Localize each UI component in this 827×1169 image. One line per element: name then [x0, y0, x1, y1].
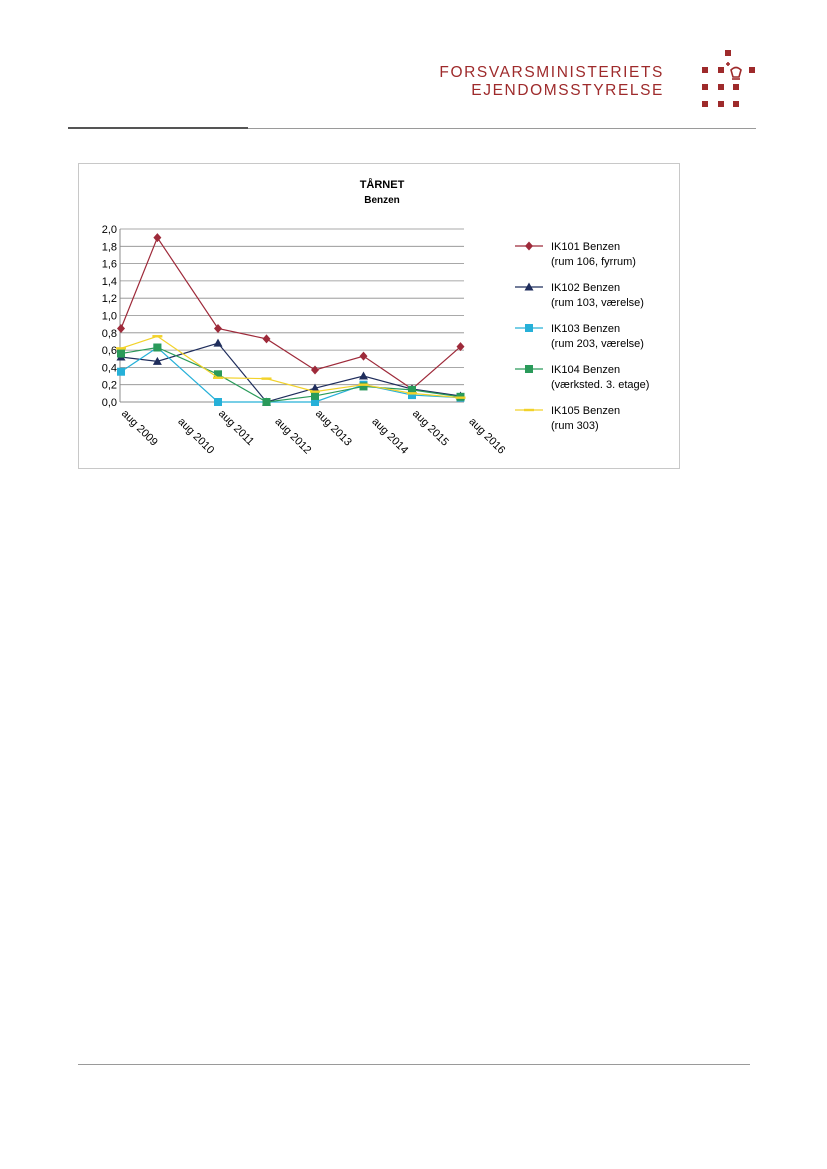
x-tick-label: aug 2013 [313, 408, 354, 449]
data-point [407, 392, 417, 395]
data-point [456, 342, 465, 352]
header-rule [68, 128, 756, 129]
data-point [262, 334, 271, 344]
data-point [152, 335, 163, 338]
footer-rule [78, 1064, 750, 1065]
legend-label: IK105 Benzen [551, 405, 620, 417]
series-line [120, 346, 461, 403]
legend-marker [524, 282, 534, 291]
legend-label: IK103 Benzen [551, 323, 620, 335]
legend-label: IK102 Benzen [551, 282, 620, 294]
data-point [214, 398, 222, 406]
org-logo: FORSVARSMINISTERIETS EJENDOMSSTYRELSE [420, 50, 760, 116]
y-tick-label: 0,2 [102, 380, 117, 392]
series-1 [117, 233, 465, 394]
org-name-line2: EJENDOMSSTYRELSE [471, 82, 664, 99]
chart: TÅRNET Benzen 0,0 0,2 0,4 0,6 0,8 1,0 1,2 1,4 1,… [78, 163, 680, 469]
data-point [117, 323, 125, 333]
data-point [408, 391, 416, 400]
y-tick-label: 0,8 [102, 328, 117, 340]
legend-entry: IK105 Benzen (rum 303) [515, 405, 620, 432]
data-point [152, 356, 162, 365]
data-point [261, 377, 272, 380]
data-point [311, 398, 319, 406]
legend-marker [524, 408, 534, 412]
data-point [116, 347, 126, 350]
legend-marker [525, 365, 533, 373]
data-point [310, 383, 320, 392]
data-point [408, 385, 416, 394]
legend-label: IK104 Benzen [551, 364, 620, 376]
org-name-line1: FORSVARSMINISTERIETS [439, 64, 664, 81]
series-line [120, 335, 461, 399]
crown-icon [702, 50, 755, 107]
data-point [358, 383, 369, 386]
chart-title: TÅRNET [360, 178, 405, 191]
chart-canvas: TÅRNET Benzen 0,0 0,2 0,4 0,6 0,8 1,0 1,2 1,4 1,… [102, 178, 650, 457]
data-point [359, 371, 368, 380]
x-tick-label: aug 2009 [119, 408, 160, 449]
y-tick-label: 2,0 [102, 224, 117, 236]
data-point [117, 349, 125, 358]
legend-sublabel: (rum 106, fyrrum) [551, 256, 636, 268]
y-tick-label: 1,2 [102, 293, 117, 305]
y-tick-label: 1,4 [102, 276, 117, 288]
x-tick-label: aug 2010 [175, 416, 216, 457]
legend-entry: IK101 Benzen (rum 106, fyrrum) [515, 241, 636, 268]
legend-marker [525, 241, 533, 251]
series-line [120, 346, 461, 403]
series-line [120, 342, 461, 403]
data-point [359, 382, 368, 391]
x-axis: aug 2009 aug 2010 aug 2011 aug 2012 aug 2013… [119, 408, 507, 457]
legend: IK101 Benzen (rum 106, fyrrum) IK102 Benze… [515, 241, 649, 432]
y-tick-label: 0,6 [102, 345, 117, 357]
y-tick-label: 0,0 [102, 397, 117, 409]
chart-subtitle: Benzen [364, 195, 400, 206]
series-4 [117, 343, 465, 406]
data-point [117, 367, 125, 376]
legend-sublabel: (rum 103, værelse) [551, 297, 644, 309]
legend-entry: IK104 Benzen (værksted. 3. etage) [515, 364, 649, 391]
x-tick-label: aug 2012 [272, 416, 313, 457]
data-point [214, 370, 222, 379]
legend-entry: IK102 Benzen (rum 103, værelse) [515, 282, 644, 309]
legend-entry: IK103 Benzen (rum 203, værelse) [515, 323, 644, 350]
legend-sublabel: (rum 303) [551, 420, 599, 432]
data-point [262, 398, 271, 406]
gridlines [119, 228, 464, 403]
data-point [310, 390, 320, 393]
x-tick-label: aug 2015 [410, 408, 451, 449]
data-point [311, 391, 319, 400]
y-tick-label: 1,8 [102, 241, 117, 253]
data-point [153, 233, 162, 243]
series-line [120, 236, 461, 390]
data-point [311, 365, 319, 375]
x-tick-label: aug 2014 [369, 416, 410, 457]
y-tick-label: 0,4 [102, 362, 117, 374]
data-point [455, 396, 466, 399]
y-tick-label: 1,6 [102, 259, 117, 271]
x-tick-label: aug 2011 [216, 408, 256, 448]
legend-sublabel: (værksted. 3. etage) [551, 379, 649, 391]
series-5 [116, 335, 466, 399]
y-tick-label: 1,0 [102, 311, 117, 323]
legend-sublabel: (rum 203, værelse) [551, 338, 644, 350]
data-point [153, 343, 162, 352]
x-tick-label: aug 2016 [466, 416, 507, 457]
legend-label: IK101 Benzen [551, 241, 620, 253]
series [116, 233, 466, 406]
data-point [214, 323, 222, 333]
data-point [213, 376, 223, 379]
y-axis: 0,0 0,2 0,4 0,6 0,8 1,0 1,2 1,4 1,6 1,8 2,0 [102, 224, 117, 409]
legend-marker [525, 324, 533, 332]
data-point [359, 351, 368, 361]
data-point [213, 338, 223, 347]
header-rule-accent [68, 127, 248, 129]
